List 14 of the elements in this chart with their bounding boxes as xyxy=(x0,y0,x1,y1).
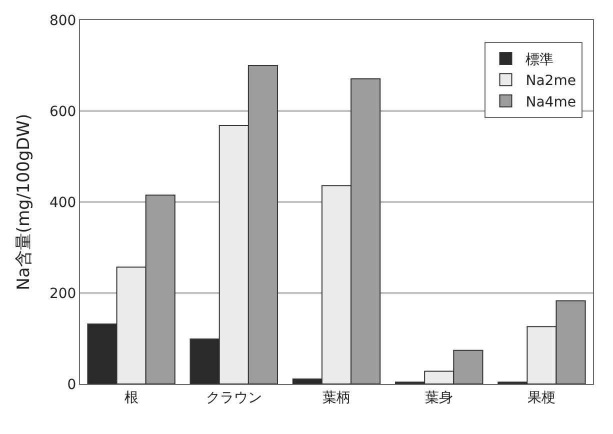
x-tick-label: クラウン xyxy=(206,390,262,406)
y-tick-label: 800 xyxy=(49,12,76,29)
y-tick-label: 600 xyxy=(49,104,76,120)
y-tick-label: 400 xyxy=(49,194,76,211)
y-axis-title: Na含量(mg/100gDW) xyxy=(14,114,34,290)
y-tick-label: 200 xyxy=(49,286,76,302)
x-tick-label: 根 xyxy=(124,390,138,406)
legend-label: 標準 xyxy=(526,52,554,68)
legend-label: Na4me xyxy=(526,94,576,110)
y-tick-label: 0 xyxy=(67,376,76,393)
legend-label: Na2me xyxy=(526,73,576,90)
x-tick-label: 葉身 xyxy=(425,390,454,406)
x-tick-label: 葉柄 xyxy=(322,390,350,406)
x-tick-label: 果梗 xyxy=(528,390,556,406)
